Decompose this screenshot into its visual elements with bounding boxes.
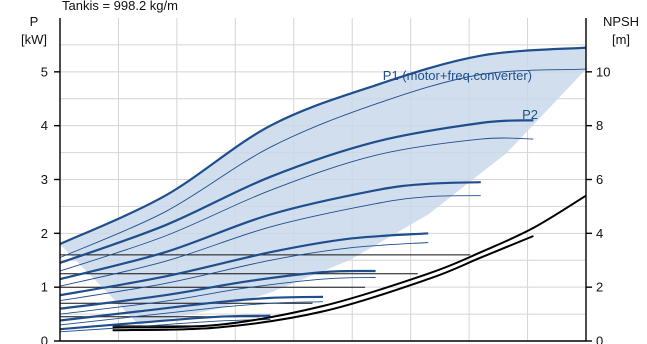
left-tick-label: 5: [41, 64, 48, 79]
right-axis-unit: [m]: [612, 32, 630, 47]
p2-series-label: P2: [522, 107, 538, 122]
npsh-curve: [112, 194, 587, 329]
p2-curve: [59, 277, 376, 315]
left-tick-label: 0: [41, 334, 48, 344]
p1-curve: [59, 314, 271, 331]
p1-series-label: P1 (motor+freq.converter): [383, 68, 532, 83]
npsh-curve: [112, 235, 534, 332]
p2-operating-range-band: [60, 47, 586, 325]
p1-curve: [59, 181, 481, 281]
tick-labels: 0 1 2 3 4 5 0 2 4 6 8 10: [41, 64, 611, 344]
p2-curve: [59, 319, 271, 333]
p2-curve: [59, 301, 324, 326]
p2-curve: [59, 68, 587, 259]
right-axis-title: NPSH: [603, 14, 639, 29]
left-tick-label: 4: [41, 118, 48, 133]
p1-curve: [59, 269, 376, 310]
p1-curve: [59, 46, 587, 246]
right-tick-label: 10: [596, 64, 610, 79]
p2-curve: [59, 242, 429, 302]
right-tick-label: 6: [596, 172, 603, 187]
right-tick-label: 8: [596, 118, 603, 133]
p2-curve: [59, 195, 481, 287]
left-tick-label: 1: [41, 280, 48, 295]
p1-curve: [59, 232, 429, 297]
right-tick-label: 4: [596, 226, 603, 241]
series-layer: [59, 46, 587, 333]
left-axis-title: P: [30, 14, 39, 29]
left-axis-unit: [kW]: [21, 32, 47, 47]
left-tick-label: 2: [41, 226, 48, 241]
right-tick-label: 0: [596, 334, 603, 344]
left-tick-label: 3: [41, 172, 48, 187]
p1-curve: [59, 119, 534, 264]
density-label: Tankis = 998.2 kg/m: [62, 0, 178, 13]
p1-curve: [59, 295, 324, 322]
p2-curve: [59, 137, 534, 272]
right-tick-label: 2: [596, 280, 603, 295]
